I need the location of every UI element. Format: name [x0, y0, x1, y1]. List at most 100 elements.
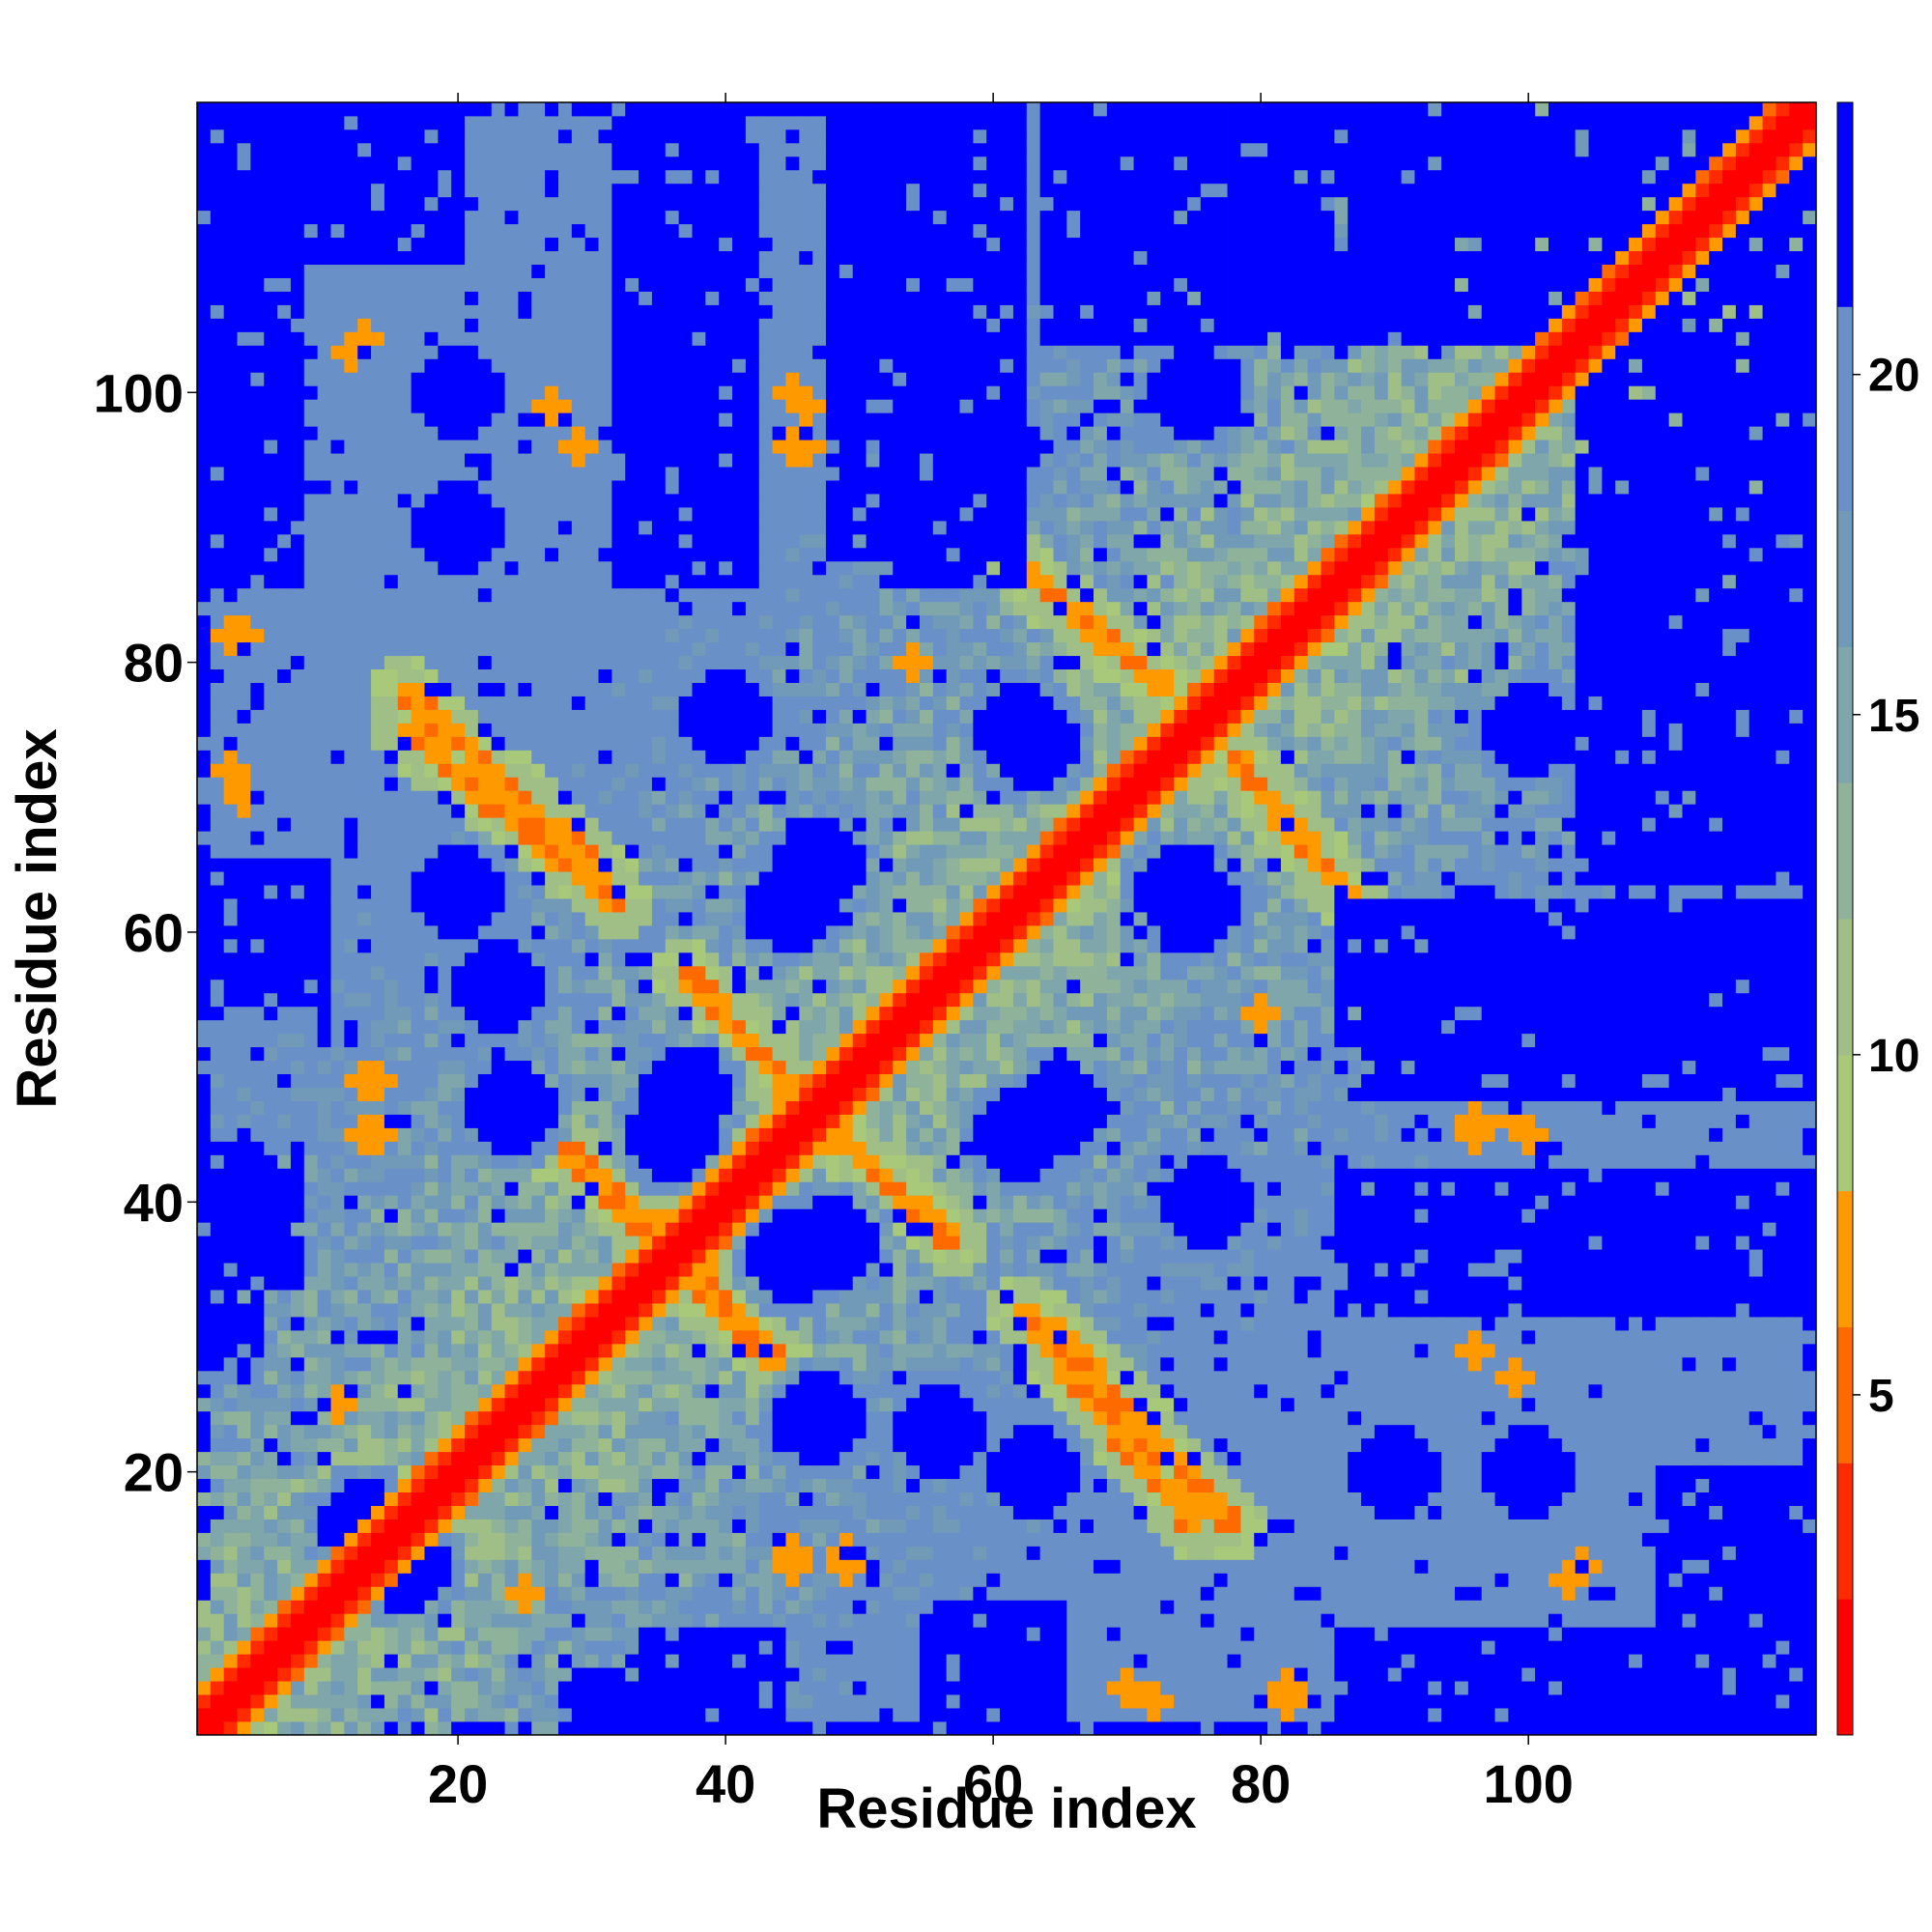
heatmap-cell: [571, 1437, 586, 1453]
heatmap-cell: [491, 614, 505, 630]
heatmap-cell: [639, 1681, 653, 1695]
heatmap-cell: [518, 1329, 532, 1345]
heatmap-cell: [223, 682, 238, 696]
heatmap-cell: [504, 533, 519, 549]
heatmap-cell: [611, 979, 626, 994]
heatmap-cell: [411, 1033, 425, 1048]
heatmap-cell: [678, 1249, 693, 1264]
heatmap-cell: [424, 1356, 439, 1372]
heatmap-cell: [223, 399, 238, 413]
heatmap-cell: [719, 1060, 733, 1075]
heatmap-cell: [692, 804, 706, 818]
heatmap-cell: [424, 682, 439, 696]
heatmap-cell: [692, 601, 706, 616]
heatmap-cell: [504, 358, 519, 373]
heatmap-cell: [451, 223, 466, 239]
heatmap-cell: [732, 885, 747, 899]
heatmap-cell: [384, 507, 399, 522]
heatmap-cell: [665, 385, 680, 400]
heatmap-cell: [357, 736, 372, 751]
heatmap-cell: [557, 372, 573, 386]
heatmap-cell: [465, 912, 479, 926]
heatmap-cell: [504, 1087, 519, 1101]
heatmap-cell: [465, 1627, 479, 1641]
heatmap-cell: [598, 1046, 612, 1062]
heatmap-cell: [317, 1397, 331, 1412]
heatmap-cell: [719, 912, 733, 926]
heatmap-cell: [531, 1263, 546, 1277]
heatmap-cell: [545, 614, 559, 630]
heatmap-cell: [545, 750, 559, 764]
heatmap-cell: [344, 196, 358, 212]
heatmap-cell: [719, 102, 733, 117]
heatmap-cell: [290, 1410, 305, 1426]
heatmap-cell: [344, 1505, 358, 1520]
heatmap-cell: [571, 723, 586, 737]
heatmap-cell: [491, 494, 505, 508]
heatmap-cell: [451, 304, 466, 319]
heatmap-cell: [705, 858, 720, 872]
heatmap-cell: [545, 331, 559, 346]
heatmap-cell: [732, 655, 747, 670]
heatmap-cell: [651, 196, 667, 212]
heatmap-cell: [625, 1559, 639, 1574]
heatmap-cell: [317, 1694, 331, 1709]
heatmap-cell: [451, 318, 466, 332]
heatmap-cell: [250, 1559, 265, 1574]
heatmap-cell: [465, 1546, 479, 1560]
heatmap-cell: [357, 668, 372, 683]
heatmap-cell: [611, 196, 626, 212]
heatmap-cell: [531, 1033, 546, 1048]
heatmap-cell: [237, 1127, 251, 1142]
heatmap-cell: [678, 924, 693, 940]
heatmap-cell: [344, 547, 358, 562]
heatmap-cell: [732, 979, 747, 994]
heatmap-cell: [678, 264, 693, 278]
heatmap-cell: [625, 655, 639, 670]
heatmap-cell: [531, 601, 546, 616]
heatmap-cell: [237, 1492, 251, 1506]
heatmap-cell: [477, 1546, 493, 1560]
heatmap-cell: [317, 115, 331, 130]
heatmap-cell: [692, 1519, 706, 1533]
heatmap-cell: [477, 304, 493, 319]
heatmap-cell: [465, 1276, 479, 1291]
heatmap-cell: [531, 831, 546, 845]
heatmap-cell: [277, 790, 292, 805]
heatmap-cell: [465, 924, 479, 940]
heatmap-cell: [330, 156, 345, 171]
heatmap-cell: [264, 1464, 278, 1480]
heatmap-cell: [303, 1640, 319, 1655]
heatmap-cell: [197, 128, 212, 144]
heatmap-cell: [665, 1708, 680, 1722]
heatmap-cell: [197, 304, 212, 319]
heatmap-cell: [424, 1492, 439, 1506]
heatmap-cell: [465, 1600, 479, 1614]
heatmap-cell: [678, 709, 693, 724]
heatmap-cell: [330, 736, 345, 751]
heatmap-cell: [545, 1127, 559, 1142]
heatmap-cell: [357, 628, 372, 643]
heatmap-cell: [678, 1168, 693, 1182]
heatmap-cell: [438, 1290, 452, 1304]
heatmap-cell: [465, 844, 479, 859]
heatmap-cell: [384, 210, 399, 225]
heatmap-cell: [611, 102, 626, 117]
heatmap-cell: [371, 1236, 385, 1250]
heatmap-cell: [639, 115, 653, 130]
heatmap-cell: [531, 1410, 546, 1426]
heatmap-cell: [210, 924, 225, 940]
heatmap-cell: [639, 237, 653, 252]
heatmap-cell: [290, 142, 305, 157]
heatmap-cell: [732, 1586, 747, 1601]
heatmap-cell: [477, 979, 493, 994]
heatmap-cell: [344, 1424, 358, 1439]
heatmap-cell: [692, 520, 706, 535]
heatmap-cell: [344, 1100, 358, 1115]
heatmap-cell: [678, 1303, 693, 1318]
heatmap-cell: [277, 520, 292, 535]
heatmap-cell: [584, 1181, 599, 1196]
heatmap-cell: [277, 1424, 292, 1439]
heatmap-cell: [639, 1168, 653, 1182]
heatmap-cell: [518, 1410, 532, 1426]
